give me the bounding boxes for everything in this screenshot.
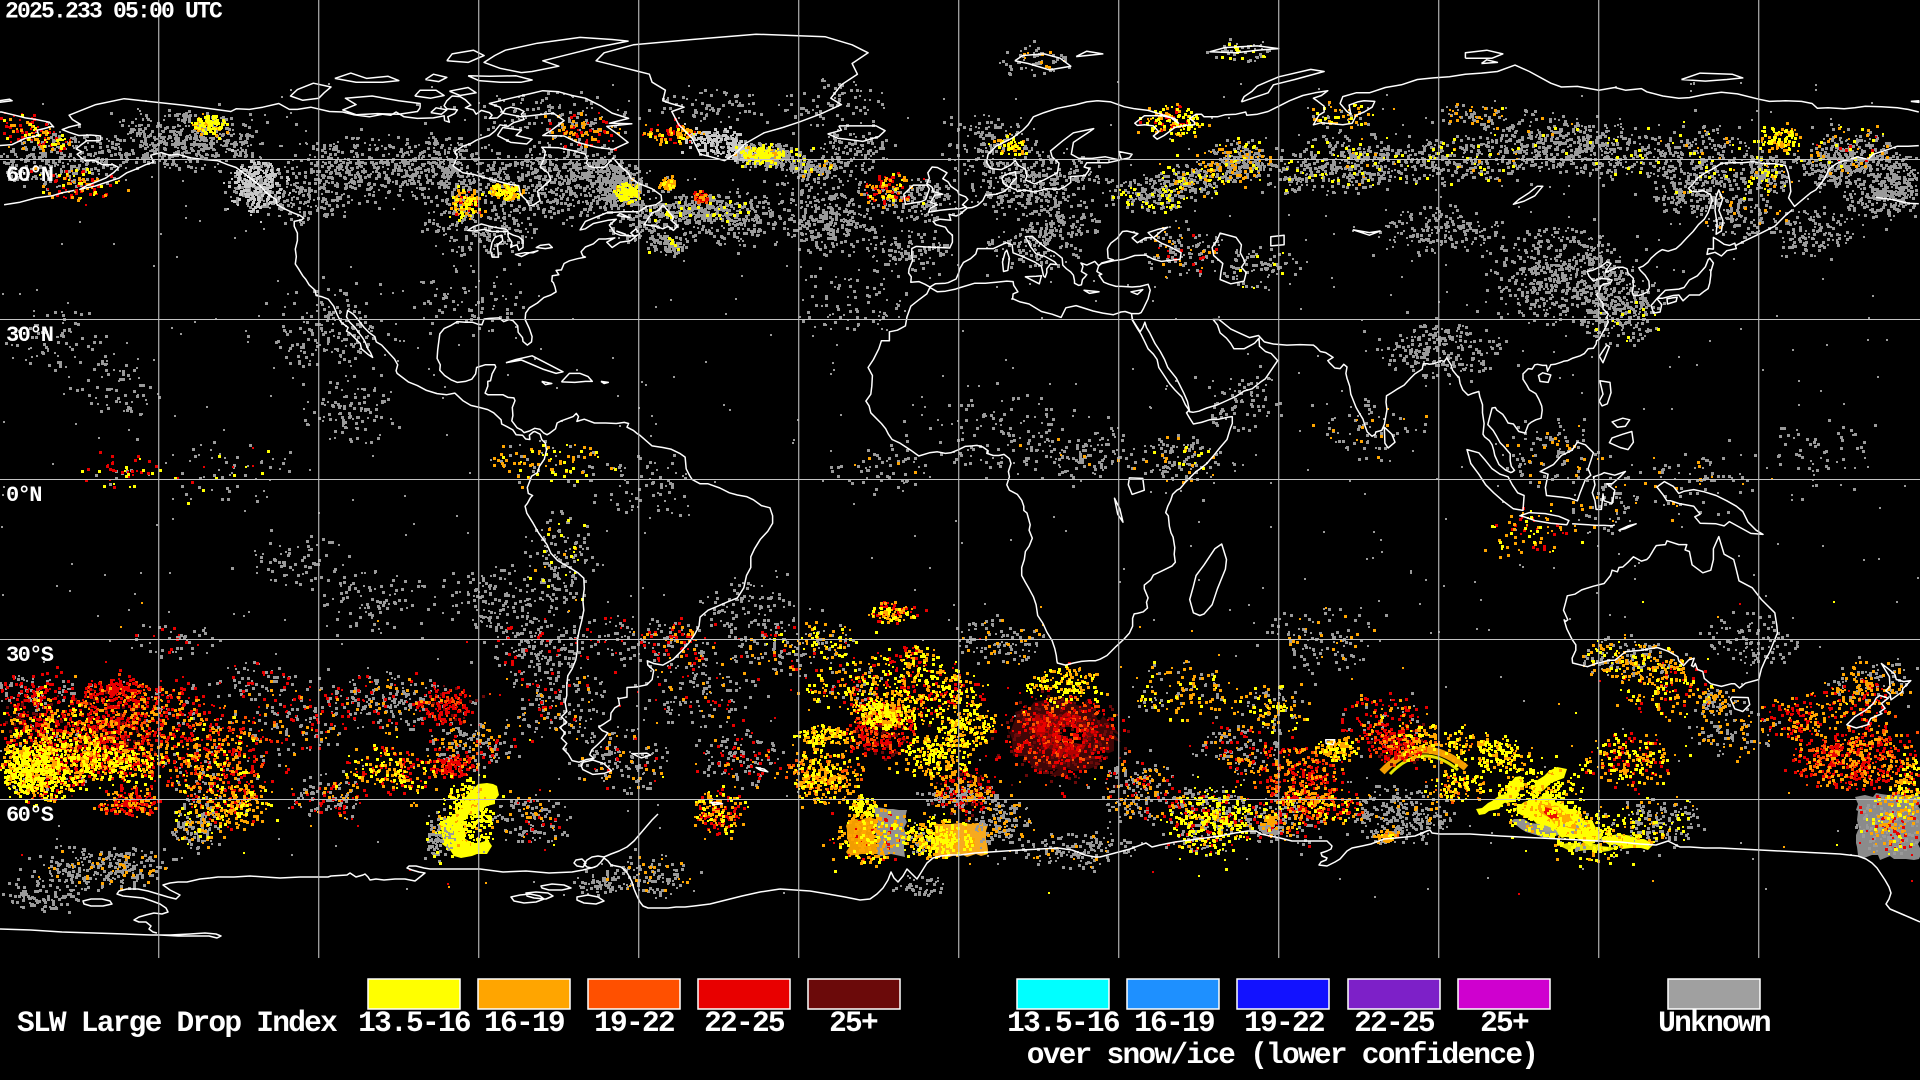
svg-text:30°S: 30°S — [6, 643, 54, 668]
svg-text:60°N: 60°N — [6, 163, 53, 188]
svg-text:Unknown: Unknown — [1658, 1006, 1770, 1040]
svg-text:2025.233 05:00 UTC: 2025.233 05:00 UTC — [5, 0, 223, 25]
svg-text:22-25: 22-25 — [1354, 1006, 1435, 1040]
svg-text:over snow/ice (lower confidenc: over snow/ice (lower confidence) — [1027, 1038, 1538, 1072]
svg-text:SLW Large Drop Index: SLW Large Drop Index — [17, 1006, 337, 1040]
svg-text:13.5-16: 13.5-16 — [358, 1006, 471, 1040]
svg-text:16-19: 16-19 — [484, 1006, 564, 1040]
svg-text:19-22: 19-22 — [594, 1006, 674, 1040]
svg-text:30°N: 30°N — [6, 323, 53, 348]
svg-text:25+: 25+ — [829, 1006, 878, 1040]
svg-text:25+: 25+ — [1480, 1006, 1529, 1040]
svg-text:16-19: 16-19 — [1134, 1006, 1214, 1040]
svg-text:60°S: 60°S — [6, 803, 54, 828]
svg-text:13.5-16: 13.5-16 — [1007, 1006, 1120, 1040]
svg-text:19-22: 19-22 — [1244, 1006, 1324, 1040]
svg-text:22-25: 22-25 — [704, 1006, 785, 1040]
svg-text:0°N: 0°N — [6, 483, 41, 508]
